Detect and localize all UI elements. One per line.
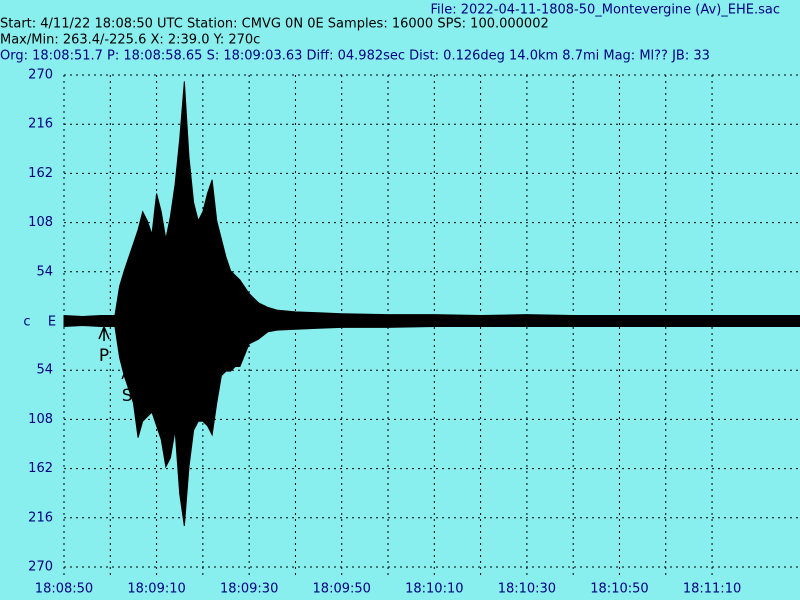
x-tick-label: 18:09:50 — [313, 582, 371, 597]
maxmin-line: Max/Min: 263.4/-225.6 X: 2:39.0 Y: 270c — [0, 33, 260, 48]
component-label: E — [48, 315, 56, 330]
y-tick-label: 216 — [28, 510, 53, 525]
y-tick-label: 216 — [28, 117, 53, 132]
start-line: Start: 4/11/22 18:08:50 UTC Station: CMV… — [0, 17, 549, 32]
waveform-envelope — [63, 320, 800, 527]
y-tick-label: 108 — [28, 215, 53, 230]
waveform-envelope — [63, 81, 800, 322]
origin-line: Org: 18:08:51.7 P: 18:08:58.65 S: 18:09:… — [0, 49, 710, 64]
y-tick-label: 54 — [36, 363, 53, 378]
x-tick-label: 18:11:10 — [683, 582, 741, 597]
x-tick-label: 18:10:30 — [498, 582, 556, 597]
phase-arrow — [121, 365, 133, 381]
y-tick-label: 54 — [36, 264, 53, 279]
channel-label: c — [23, 315, 30, 330]
y-tick-label: 270 — [28, 560, 53, 575]
x-tick-label: 18:09:30 — [220, 582, 278, 597]
x-tick-label: 18:10:10 — [405, 582, 463, 597]
file-line: File: 2022-04-11-1808-50_Montevergine (A… — [430, 3, 780, 18]
y-tick-label: 108 — [28, 412, 53, 427]
x-tick-label: 18:10:50 — [590, 582, 648, 597]
x-tick-label: 18:08:50 — [35, 582, 93, 597]
phase-label: S — [122, 386, 133, 406]
y-tick-label: 162 — [28, 166, 53, 181]
phase-label: P — [99, 346, 109, 366]
phase-arrow — [98, 325, 110, 341]
y-tick-label: 270 — [28, 68, 53, 83]
x-tick-label: 18:09:10 — [127, 582, 185, 597]
y-tick-label: 162 — [28, 461, 53, 476]
